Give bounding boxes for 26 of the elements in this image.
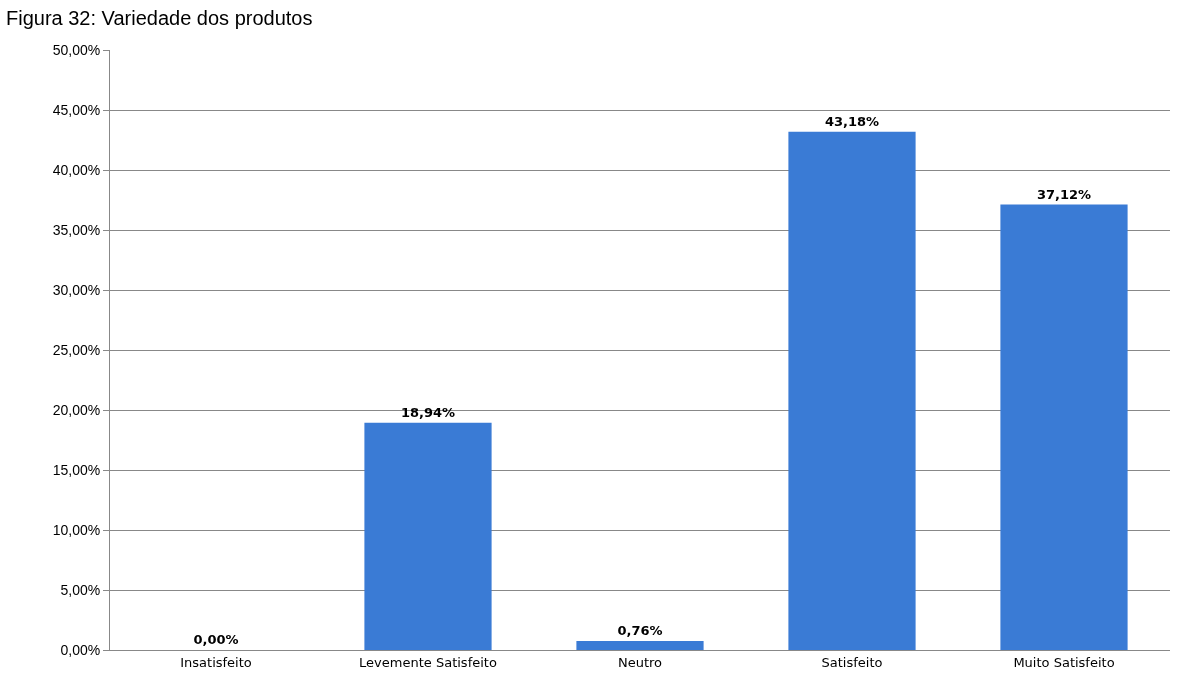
x-tick-label: Muito Satisfeito bbox=[1013, 654, 1115, 670]
y-tick-label: 0,00% bbox=[60, 641, 101, 658]
bar bbox=[364, 422, 492, 650]
data-label: 0,76% bbox=[617, 622, 663, 638]
y-tick-label: 20,00% bbox=[52, 401, 101, 418]
y-tick-label: 25,00% bbox=[52, 341, 101, 358]
y-tick-label: 15,00% bbox=[52, 461, 101, 478]
data-label: 37,12% bbox=[1036, 186, 1092, 202]
y-tick-label: 5,00% bbox=[60, 581, 101, 598]
x-tick-label: Neutro bbox=[617, 654, 663, 670]
data-label: 0,00% bbox=[193, 632, 239, 647]
data-label: 43,18% bbox=[824, 113, 880, 129]
chart-title: Figura 32: Variedade dos produtos bbox=[6, 6, 313, 29]
bar bbox=[576, 640, 704, 650]
x-tick-label: Levemente Satisfeito bbox=[359, 654, 497, 670]
y-tick-label: 30,00% bbox=[52, 281, 101, 298]
y-tick-label: 10,00% bbox=[52, 521, 101, 538]
x-tick-label: Satisfeito bbox=[821, 654, 883, 670]
data-label: 18,94% bbox=[400, 404, 456, 420]
y-tick-label: 40,00% bbox=[52, 161, 101, 178]
bar bbox=[788, 131, 916, 650]
y-tick-label: 50,00% bbox=[52, 41, 101, 58]
y-tick-label: 45,00% bbox=[52, 101, 101, 118]
bar bbox=[1000, 204, 1128, 650]
x-tick-label: Insatisfeito bbox=[180, 654, 252, 670]
y-tick-label: 35,00% bbox=[52, 221, 101, 238]
